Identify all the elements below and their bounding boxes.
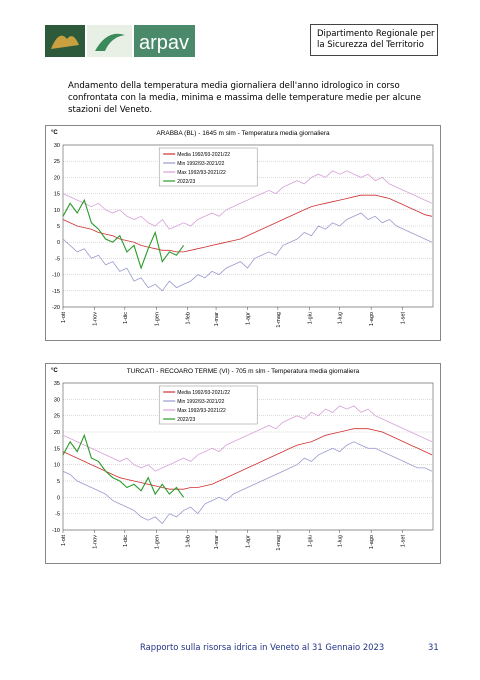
x-tick-label: 1-mag — [276, 535, 282, 551]
x-tick-label: 1-giu — [307, 535, 313, 547]
logo-block — [134, 25, 195, 57]
x-tick-label: 1-ott — [61, 312, 67, 323]
series-line — [62, 433, 185, 498]
x-tick-label: 1-nov — [92, 535, 98, 549]
series-line — [62, 441, 433, 525]
y-tick-label: 35 — [54, 381, 60, 387]
y-tick-label: 5 — [57, 479, 60, 485]
y-tick-label: 0 — [57, 240, 60, 246]
plot-frame — [62, 382, 434, 531]
legend-label: Min 1992/93-2021/22 — [177, 161, 224, 167]
legend-label: Max 1992/93-2021/22 — [177, 170, 226, 176]
x-tick-label: 1-lug — [338, 535, 344, 547]
department-line: Dipartimento Regionale per — [317, 29, 435, 39]
x-tick-label: 1-dic — [123, 312, 129, 324]
footer-text: Rapporto sulla risorsa idrica in Veneto … — [140, 642, 385, 652]
series-line — [62, 194, 433, 253]
y-tick-label: -15 — [52, 289, 60, 295]
y-tick-label: 20 — [54, 430, 60, 436]
x-tick-label: 1-gen — [154, 535, 160, 549]
y-tick-label: 25 — [54, 159, 60, 165]
y-tick-label: 10 — [54, 208, 60, 214]
x-tick-label: 1-ago — [369, 535, 375, 549]
x-tick-label: 1-gen — [154, 312, 160, 326]
legend-label: 2022/23 — [177, 179, 195, 185]
logo-lion — [51, 35, 79, 49]
intro: Andamento della temperatura media giorna… — [68, 81, 421, 115]
y-tick-label: -5 — [55, 512, 60, 518]
page-number: 31 — [428, 642, 439, 652]
plot-frame — [62, 144, 434, 308]
legend-box — [158, 147, 258, 187]
y-tick-label: -20 — [52, 305, 60, 311]
y-tick-label: 30 — [54, 397, 60, 403]
y-tick-label: 5 — [57, 224, 60, 230]
department-box: Dipartimento Regionale per la Sicurezza … — [310, 24, 438, 56]
x-tick-label: 1-ago — [369, 312, 375, 326]
x-tick-label: 1-mar — [214, 535, 220, 550]
y-tick-label: 0 — [57, 495, 60, 501]
y-axis-label: °C — [51, 368, 58, 374]
x-tick-label: 1-feb — [186, 535, 192, 548]
series-line — [62, 212, 433, 292]
legend-label: Min 1992/93-2021/22 — [177, 399, 224, 405]
y-tick-label: -10 — [52, 273, 60, 279]
x-tick-label: 1-apr — [245, 535, 251, 548]
department-line: la Sicurezza del Territorio — [317, 40, 424, 50]
y-tick-label: 15 — [54, 446, 60, 452]
x-tick-label: 1-mag — [276, 312, 282, 328]
x-tick-label: 1-lug — [338, 312, 344, 324]
legend-label: Media 1992/93-2021/22 — [177, 152, 230, 158]
x-tick-label: 1-set — [401, 535, 407, 548]
x-tick-label: 1-ott — [61, 535, 67, 546]
chart-title: TURCATI - RECOARO TERME (VI) - 705 m slm… — [127, 368, 360, 375]
y-tick-label: -5 — [55, 256, 60, 262]
y-tick-label: 15 — [54, 192, 60, 198]
y-axis-label: °C — [51, 130, 58, 136]
chart-title: ARABBA (BL) - 1645 m slm - Temperatura m… — [156, 130, 330, 137]
y-tick-label: 20 — [54, 175, 60, 181]
x-tick-label: 1-set — [401, 312, 407, 325]
x-tick-label: 1-dic — [123, 535, 129, 547]
logo: arpav — [45, 25, 195, 57]
x-tick-label: 1-giu — [307, 312, 313, 324]
chart: TURCATI - RECOARO TERME (VI) - 705 m slm… — [45, 363, 441, 564]
x-tick-label: 1-mar — [214, 312, 220, 327]
x-tick-label: 1-apr — [245, 312, 251, 325]
x-tick-label: 1-feb — [186, 312, 192, 325]
y-tick-label: 10 — [54, 463, 60, 469]
logo-leaf — [95, 33, 125, 51]
y-tick-label: 30 — [54, 143, 60, 149]
series-line — [62, 428, 433, 490]
series-line — [62, 198, 185, 270]
y-tick-label: -10 — [52, 528, 60, 534]
legend-label: Media 1992/93-2021/22 — [177, 390, 230, 396]
legend-label: 2022/23 — [177, 417, 195, 423]
series-line — [62, 170, 433, 230]
legend-label: Max 1992/93-2021/22 — [177, 408, 226, 414]
legend-box — [158, 385, 258, 425]
x-tick-label: 1-nov — [92, 312, 98, 326]
y-tick-label: 25 — [54, 414, 60, 420]
chart: ARABBA (BL) - 1645 m slm - Temperatura m… — [45, 125, 441, 341]
series-line — [62, 405, 433, 472]
logo-text: arpav — [139, 32, 189, 54]
